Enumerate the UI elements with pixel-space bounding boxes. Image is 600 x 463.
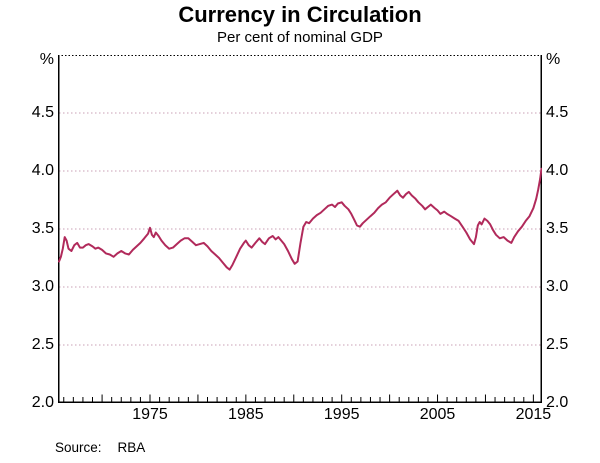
y-axis-tick-label-right: 3.5 [546,220,569,237]
x-axis-tick-label: 2015 [515,406,552,423]
y-axis-tick-label-left: 4.0 [31,162,54,179]
y-axis-tick-label-right: 3.0 [546,278,569,295]
y-axis-tick-label-left: 3.0 [31,278,54,295]
x-axis-tick-label: 1995 [323,406,360,423]
chart-subtitle: Per cent of nominal GDP [217,29,383,46]
x-axis-tick-label: 1985 [228,406,264,423]
y-axis-tick-label-right: 4.0 [546,162,569,179]
y-axis-tick-label-right: 4.5 [546,104,569,121]
y-axis-tick-label-left: 4.5 [31,104,54,121]
x-axis-tick-label: 2005 [419,406,456,423]
source-note: Source: RBA [55,440,145,455]
y-axis-tick-label-right: 2.0 [546,394,569,411]
data-line-currency-gdp [58,167,542,271]
source-value: RBA [117,440,146,455]
chart-title: Currency in Circulation [178,2,422,27]
y-axis-tick-label-left: 2.0 [31,394,54,411]
x-axis-tick-label: 1975 [132,406,168,423]
y-axis-tick-label-right: 2.5 [546,336,569,353]
source-label: Source: [55,440,102,455]
y-axis-tick-label-left: 2.5 [31,336,54,353]
y-axis-unit-right: % [546,51,561,68]
y-axis-tick-label-left: 3.5 [31,220,54,237]
plot-area [58,55,542,403]
y-axis-unit-left: % [39,51,54,68]
